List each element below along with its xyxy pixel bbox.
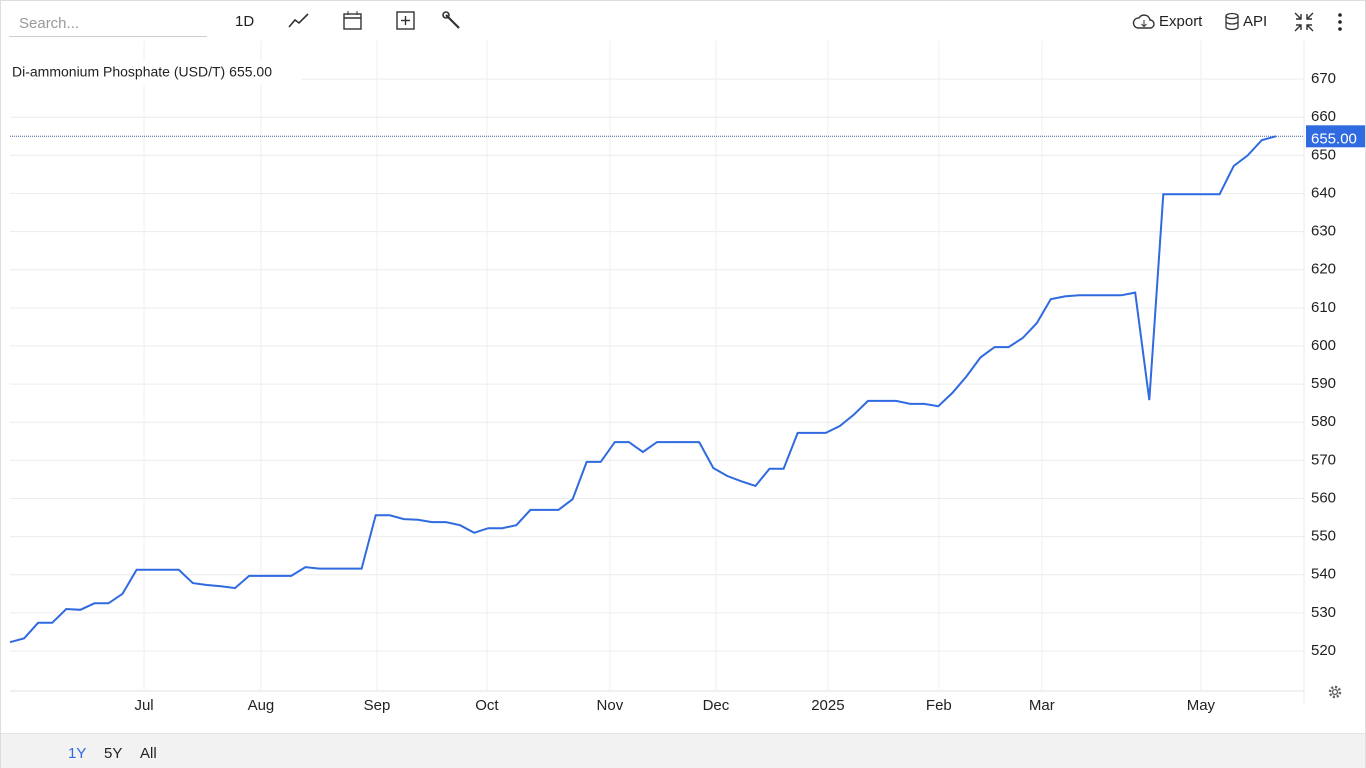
legend-value: 655.00 [229, 64, 272, 80]
calendar-icon[interactable] [342, 10, 364, 32]
legend-label: Di-ammonium Phosphate (USD/T) [12, 64, 225, 80]
legend-bg [9, 61, 301, 85]
gear-icon[interactable] [1328, 685, 1342, 699]
y-tick-label: 640 [1311, 184, 1336, 201]
x-tick-label: Oct [475, 697, 499, 714]
x-tick-label: May [1187, 697, 1216, 714]
api-icon[interactable] [1224, 12, 1240, 32]
y-tick-label: 530 [1311, 604, 1336, 621]
y-tick-label: 520 [1311, 642, 1336, 659]
range-button[interactable]: All [140, 745, 157, 762]
x-tick-label: 2025 [811, 697, 844, 714]
search-box[interactable]: Search... [9, 11, 207, 37]
collapse-icon[interactable] [1293, 11, 1315, 33]
y-tick-label: 600 [1311, 337, 1336, 354]
add-icon[interactable] [395, 10, 417, 32]
last-price-tag [1306, 125, 1365, 148]
y-tick-label: 580 [1311, 413, 1336, 430]
y-tick-label: 610 [1311, 299, 1336, 316]
chart-type-icon[interactable] [287, 11, 311, 31]
y-tick-label: 630 [1311, 223, 1336, 240]
x-tick-label: Feb [926, 697, 952, 714]
x-tick-label: Dec [703, 697, 730, 714]
y-tick-label: 570 [1311, 451, 1336, 468]
range-bar: 1Y 5Y All [1, 733, 1365, 768]
y-tick-label: 560 [1311, 489, 1336, 506]
y-tick-label: 660 [1311, 108, 1336, 125]
y-tick-label: 620 [1311, 261, 1336, 278]
y-tick-label: 590 [1311, 375, 1336, 392]
settings-tool-icon[interactable] [442, 11, 464, 33]
menu-icon[interactable] [1334, 12, 1346, 34]
range-button[interactable]: 1Y [68, 745, 87, 762]
range-button[interactable]: 5Y [104, 745, 123, 762]
x-tick-label: Nov [597, 697, 624, 714]
x-tick-label: Sep [364, 697, 391, 714]
export-button[interactable]: Export [1159, 12, 1203, 30]
export-icon[interactable] [1132, 12, 1156, 32]
price-line [9, 135, 1277, 644]
y-tick-label: 650 [1311, 146, 1336, 163]
api-button[interactable]: API [1243, 12, 1268, 30]
y-tick-label: 670 [1311, 70, 1336, 87]
last-price-tag-label: 655.00 [1311, 130, 1357, 147]
x-tick-label: Mar [1029, 697, 1055, 714]
chart: 520 530 540 550 560 570 580 590 600 610 620 630 640 6… [9, 41, 1365, 714]
x-tick-label: Jul [134, 697, 153, 714]
x-tick-label: Aug [248, 697, 275, 714]
y-tick-label: 540 [1311, 566, 1336, 583]
interval-button[interactable]: 1D [235, 12, 255, 30]
y-tick-label: 550 [1311, 528, 1336, 545]
